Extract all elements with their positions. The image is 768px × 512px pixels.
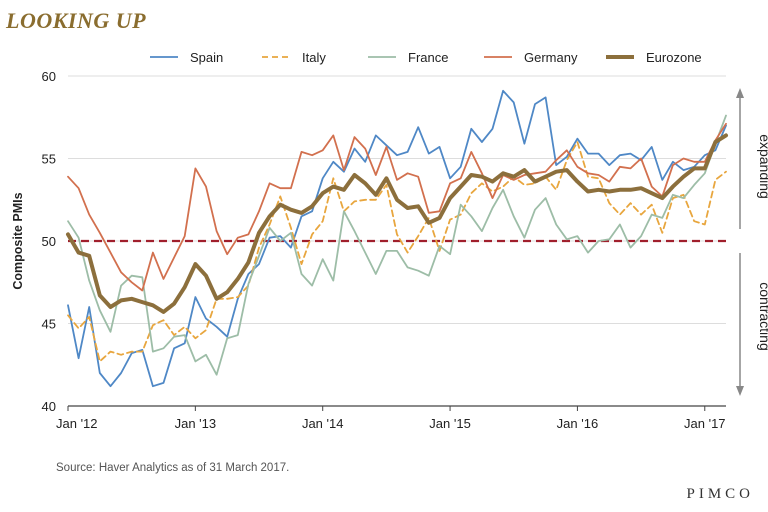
legend-label: Germany — [524, 50, 578, 65]
x-tick-label: Jan '12 — [56, 416, 98, 431]
x-tick-label: Jan '15 — [429, 416, 471, 431]
y-tick-label: 45 — [42, 317, 56, 332]
series-line-italy — [67, 141, 727, 363]
legend-label: France — [408, 50, 448, 65]
y-tick-label: 50 — [42, 234, 56, 249]
series-line-germany — [67, 122, 727, 292]
brand-logo: PIMCO — [686, 486, 754, 502]
x-tick-label: Jan '16 — [557, 416, 599, 431]
series-lines — [66, 89, 728, 388]
down-arrow-icon — [736, 386, 744, 396]
x-tick-label: Jan '13 — [175, 416, 217, 431]
y-tick-label: 55 — [42, 152, 56, 167]
annotations: expanding contracting — [736, 88, 768, 396]
x-tick-label: Jan '14 — [302, 416, 344, 431]
y-axis-title: Composite PMIs — [11, 192, 25, 289]
y-tick-label: 60 — [42, 69, 56, 84]
series-line-spain — [67, 89, 727, 388]
legend-label: Italy — [302, 50, 326, 65]
page-title: LOOKING UP — [6, 8, 147, 33]
legend-label: Eurozone — [646, 50, 702, 65]
legend: Spain Italy France Germany Eurozone — [150, 50, 702, 65]
series-line-eurozone — [66, 133, 728, 314]
source-note: Source: Haver Analytics as of 31 March 2… — [56, 462, 290, 474]
legend-label: Spain — [190, 50, 223, 65]
y-tick-label: 40 — [42, 399, 56, 414]
x-tick-label: Jan '17 — [684, 416, 726, 431]
series-line-france — [67, 114, 727, 376]
expanding-label: expanding — [757, 134, 768, 199]
up-arrow-icon — [736, 88, 744, 98]
contracting-label: contracting — [757, 282, 768, 350]
axes: 40 45 50 55 60 Jan '12 Jan '13 Jan '14 Jan '15 Ja… — [11, 69, 726, 431]
